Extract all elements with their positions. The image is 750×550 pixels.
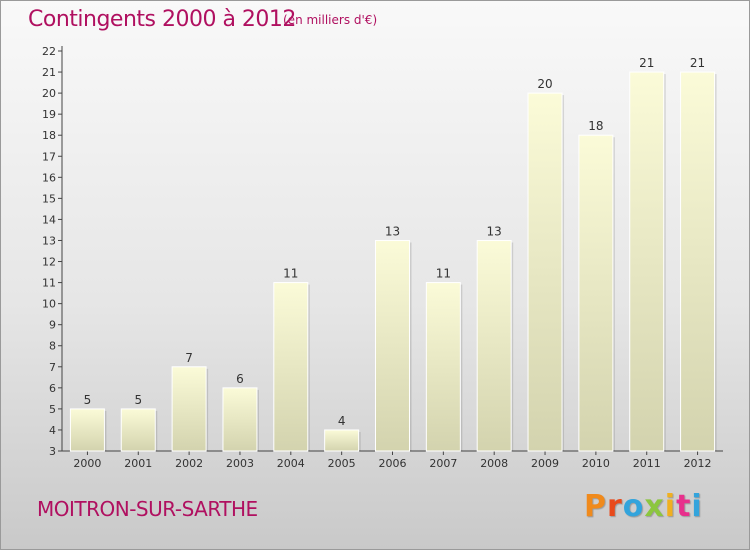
- x-tick-label: 2008: [480, 457, 508, 470]
- x-tick-label: 2003: [226, 457, 254, 470]
- y-tick-label: 7: [49, 361, 56, 374]
- chart-subtitle: (en milliers d'€): [283, 13, 378, 27]
- y-tick-label: 14: [42, 213, 56, 226]
- y-tick-label: 19: [42, 108, 56, 121]
- proxiti-logo[interactable]: Proxiti: [584, 489, 703, 524]
- commune-name: MOITRON-SUR-SARTHE: [37, 497, 258, 521]
- y-tick-label: 21: [42, 66, 56, 79]
- data-label: 7: [185, 351, 193, 365]
- y-tick-label: 22: [42, 45, 56, 58]
- y-tick-label: 11: [42, 277, 56, 290]
- data-label: 21: [690, 56, 705, 70]
- data-label: 5: [84, 393, 92, 407]
- y-tick-label: 18: [42, 129, 56, 142]
- bar: [425, 282, 461, 452]
- bar: [680, 71, 716, 452]
- bar: [629, 71, 665, 452]
- y-tick-label: 16: [42, 171, 56, 184]
- y-tick-label: 6: [49, 382, 56, 395]
- bar: [578, 134, 614, 452]
- data-label: 6: [236, 372, 244, 386]
- logo-letter: i: [664, 489, 677, 524]
- data-label: 18: [588, 119, 603, 133]
- bar: [375, 239, 410, 452]
- x-tick-label: 2011: [633, 457, 661, 470]
- bar: [222, 387, 258, 452]
- data-label: 13: [487, 224, 502, 238]
- bar: [324, 429, 360, 452]
- data-label: 13: [385, 224, 400, 238]
- bar: [171, 366, 207, 452]
- bar: [527, 92, 563, 452]
- y-tick-label: 17: [42, 150, 56, 163]
- logo-letter: o: [622, 489, 645, 524]
- data-label: 20: [537, 77, 552, 91]
- logo-letter: P: [584, 489, 607, 524]
- x-tick-label: 2001: [124, 457, 152, 470]
- y-tick-label: 5: [49, 403, 56, 416]
- data-label: 11: [283, 267, 298, 281]
- data-label: 21: [639, 56, 654, 70]
- x-tick-label: 2002: [175, 457, 203, 470]
- y-tick-label: 3: [49, 445, 56, 458]
- bar: [476, 239, 512, 452]
- bar: [273, 282, 309, 452]
- y-tick-label: 9: [49, 319, 56, 332]
- y-tick-label: 15: [42, 192, 56, 205]
- y-tick-label: 20: [42, 87, 56, 100]
- x-tick-label: 2007: [429, 457, 457, 470]
- x-tick-label: 2004: [277, 457, 305, 470]
- y-tick-label: 8: [49, 340, 56, 353]
- x-tick-label: 2012: [684, 457, 712, 470]
- bar: [120, 408, 156, 452]
- data-label: 5: [134, 393, 142, 407]
- y-tick-label: 10: [42, 298, 56, 311]
- y-tick-label: 13: [42, 234, 56, 247]
- y-tick-label: 12: [42, 256, 56, 269]
- x-tick-label: 2009: [531, 457, 559, 470]
- data-label: 11: [436, 267, 451, 281]
- logo-letter: i: [691, 489, 703, 524]
- y-tick-label: 4: [49, 424, 56, 437]
- x-tick-label: 2000: [73, 457, 101, 470]
- logo-letter: t: [676, 489, 692, 524]
- x-tick-label: 2006: [379, 457, 407, 470]
- x-tick-label: 2010: [582, 457, 610, 470]
- bar: [69, 408, 105, 452]
- data-label: 4: [338, 414, 346, 428]
- logo-letter: x: [644, 489, 665, 524]
- chart-title: Contingents 2000 à 2012: [28, 7, 296, 32]
- x-tick-label: 2005: [328, 457, 356, 470]
- logo-letter: r: [607, 489, 623, 524]
